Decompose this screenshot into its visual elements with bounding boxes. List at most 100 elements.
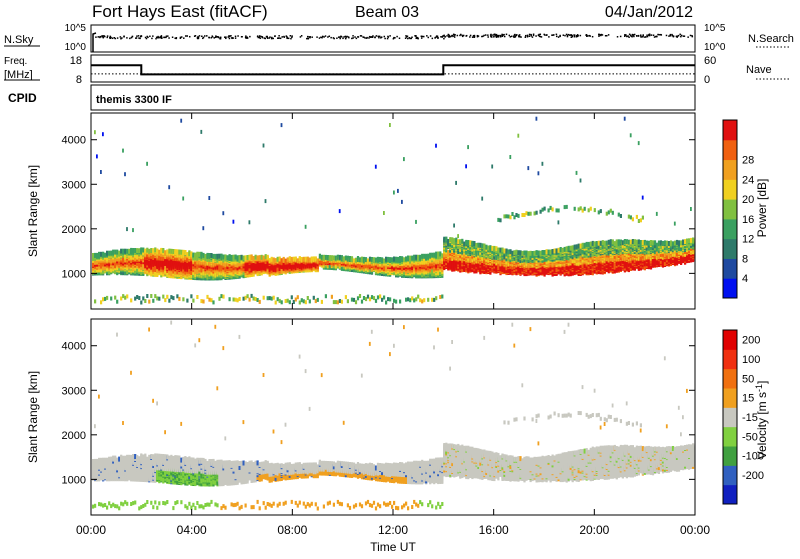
power-cell [505, 249, 507, 254]
nsky-point [98, 36, 100, 38]
nsky-point [306, 38, 308, 40]
power-cell [403, 157, 405, 161]
nsky-point [156, 37, 158, 39]
power-cell [407, 297, 409, 301]
power-cell [327, 255, 329, 260]
power-cell [102, 132, 104, 136]
nsky-point [209, 37, 211, 39]
power-cell [231, 255, 233, 260]
nsky-point [262, 37, 264, 39]
nsky-point [626, 36, 628, 38]
nsky-point [384, 36, 386, 38]
nsky-point [319, 37, 321, 39]
power-cell [216, 254, 218, 259]
power-cell [395, 257, 397, 262]
nsky-point [529, 35, 531, 37]
nsky-point [437, 36, 439, 38]
power-cell [415, 220, 417, 224]
power-cell [299, 301, 301, 305]
power-cell [331, 255, 333, 260]
power-cell [279, 257, 281, 262]
nsky-point [231, 38, 233, 40]
power-cell [423, 298, 425, 302]
power-cell [114, 250, 116, 255]
nsky-point [123, 36, 125, 38]
power-cell [544, 250, 546, 255]
power-cell [501, 248, 503, 253]
nsky-point [442, 36, 444, 38]
power-cell [295, 298, 297, 302]
power-cell [301, 298, 303, 302]
power-cell [337, 300, 339, 304]
nsky-point [201, 36, 203, 38]
power-cell [172, 249, 174, 254]
power-cell [170, 295, 172, 299]
power-cell [172, 296, 174, 300]
nsky-point [354, 36, 356, 38]
power-cell [299, 256, 301, 261]
nsky-point [544, 34, 546, 36]
power-cell [467, 240, 469, 245]
power-cell [373, 296, 375, 300]
nsky-point [311, 36, 313, 38]
nsky-point [655, 36, 657, 38]
power-cell [453, 238, 455, 243]
nsky-point [249, 36, 251, 38]
power-cell [552, 249, 554, 254]
power-cell [453, 224, 455, 228]
power-cell [405, 298, 407, 302]
power-cell [359, 294, 361, 298]
power-cell [158, 297, 160, 301]
nsky-point [218, 37, 220, 39]
power-cell [202, 253, 204, 258]
nsky-point [278, 35, 280, 37]
power-cell [509, 215, 511, 219]
nave-tick-high: 60 [704, 55, 716, 67]
nsky-point [290, 35, 292, 37]
power-cell [279, 299, 281, 303]
power-cell [383, 211, 385, 215]
power-cell [136, 248, 138, 253]
power-cell [94, 253, 96, 258]
power-cell [154, 247, 156, 252]
nsky-point [352, 37, 354, 39]
power-cell [166, 249, 168, 254]
nsky-point [605, 35, 607, 37]
power-cell [548, 208, 550, 212]
power-cell [339, 209, 341, 213]
nsky-point [370, 37, 372, 39]
power-cell [249, 220, 251, 224]
nsky-point [548, 36, 550, 38]
power-cell [517, 214, 519, 218]
power-cell [527, 166, 529, 170]
power-cell [237, 298, 239, 302]
nsky-point [194, 35, 196, 37]
power-cell [196, 252, 198, 257]
power-cell [192, 253, 194, 258]
nsky-point [246, 37, 248, 39]
power-cell [530, 251, 532, 256]
power-cell [381, 257, 383, 262]
nsky-point [245, 35, 247, 37]
power-cell [307, 296, 309, 300]
power-cell [146, 248, 148, 253]
nsky-point [514, 36, 516, 38]
power-cell [357, 296, 359, 300]
nsky-point [573, 34, 575, 36]
power-cell [243, 297, 245, 301]
power-cell [307, 257, 309, 262]
power-cell [369, 257, 371, 262]
nsky-point [140, 36, 142, 38]
nsky-point [99, 37, 101, 39]
power-cell [385, 257, 387, 262]
power-cell [445, 237, 447, 242]
power-cell [347, 299, 349, 303]
power-cell [325, 294, 327, 298]
power-cell [483, 244, 485, 249]
nsky-point [502, 34, 504, 36]
nsky-point [225, 38, 227, 40]
nsky-point [563, 34, 565, 36]
date-label: 04/Jan/2012 [605, 4, 693, 21]
nsky-point [411, 38, 413, 40]
nsky-point [360, 35, 362, 37]
